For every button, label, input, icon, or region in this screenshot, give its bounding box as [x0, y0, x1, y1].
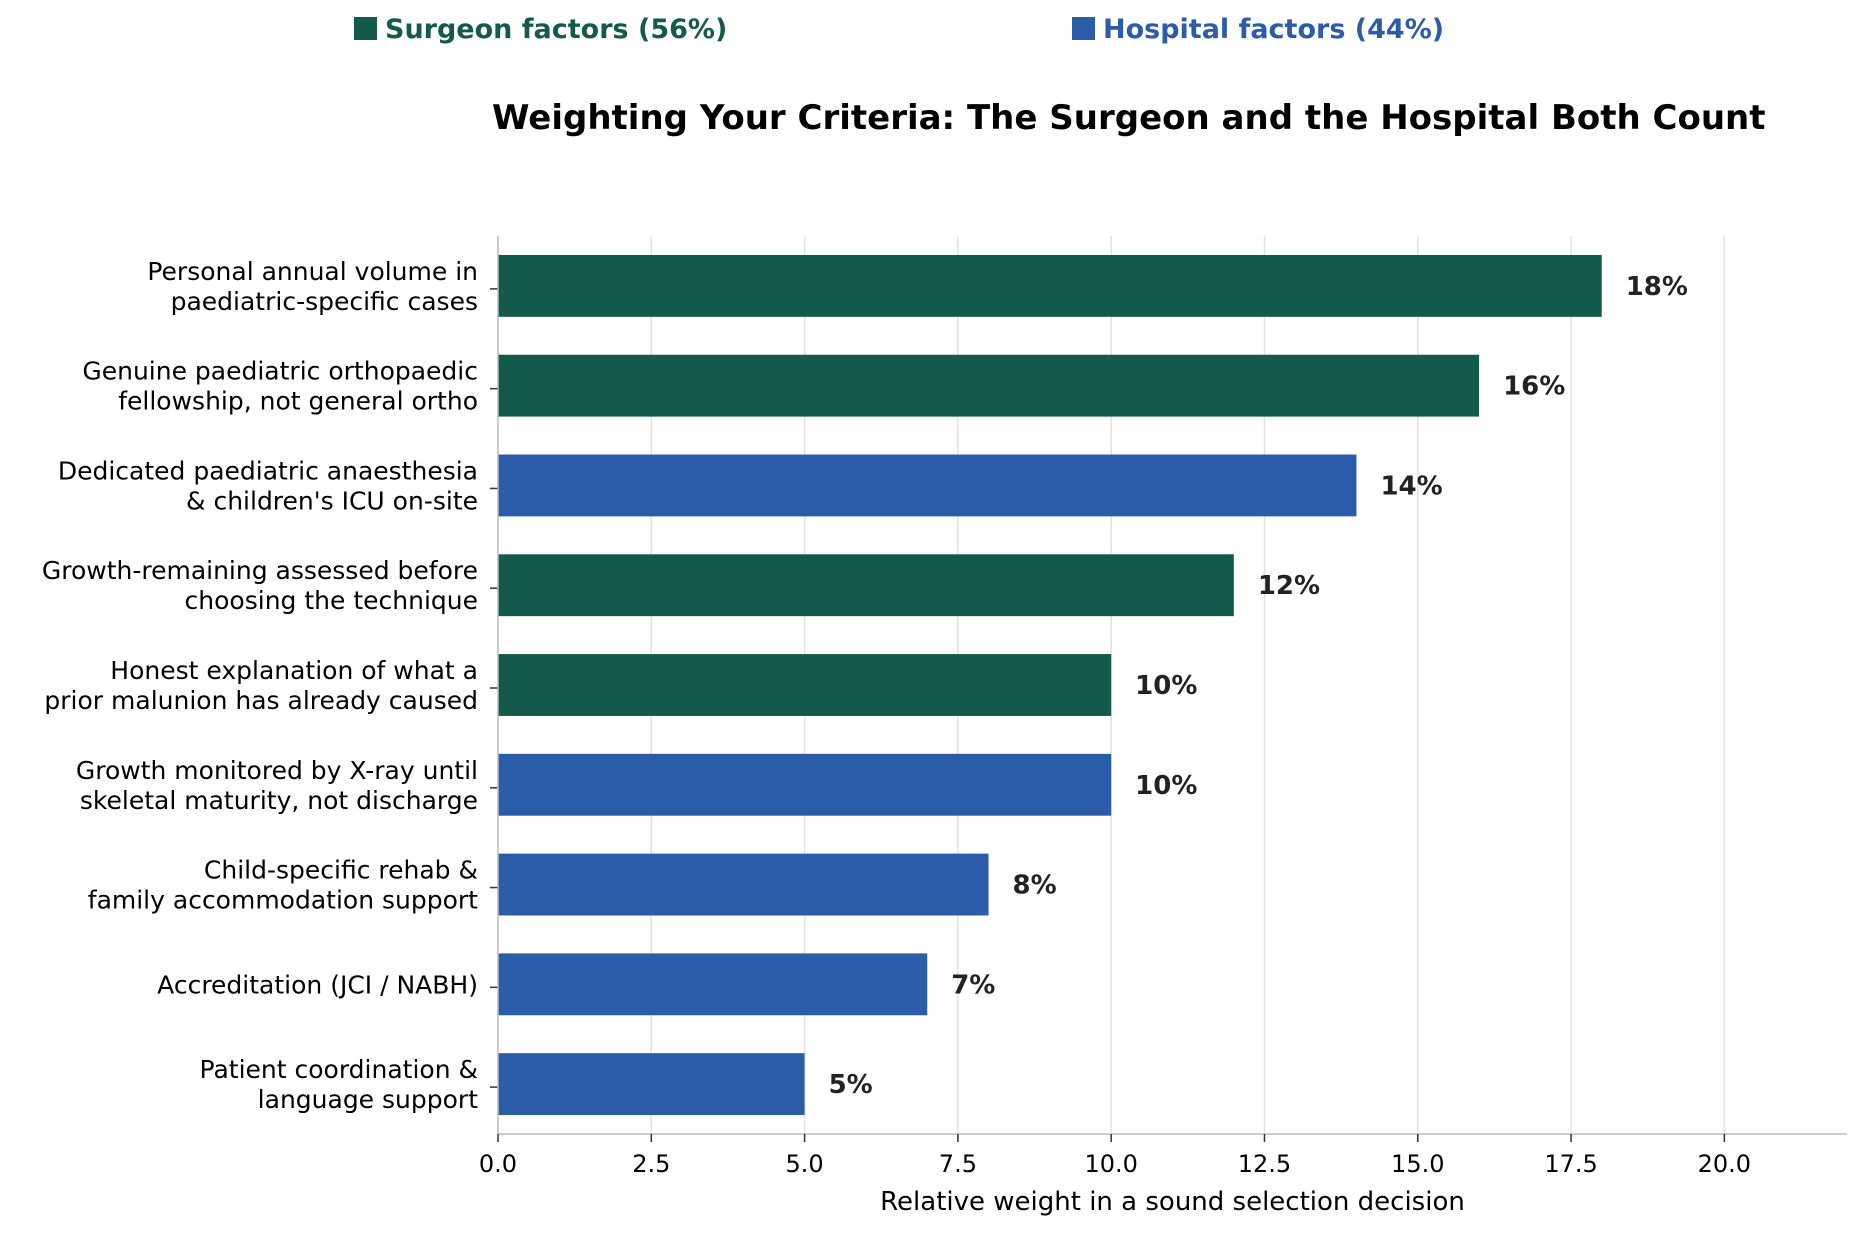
- category-label: choosing the technique: [185, 586, 478, 615]
- legend-swatch-surgeon: [354, 17, 377, 40]
- legend-hospital: Hospital factors (44%): [1072, 14, 1444, 45]
- bar-hospital: [498, 853, 989, 916]
- bar-value-label: 5%: [829, 1070, 873, 1100]
- category-label: Accreditation (JCI / NABH): [157, 970, 478, 999]
- x-tick-label: 10.0: [1084, 1150, 1137, 1178]
- category-label: family accommodation support: [88, 886, 478, 915]
- category-label: Dedicated paediatric anaesthesia: [58, 456, 478, 485]
- category-label: Child-specific rehab &: [204, 856, 478, 885]
- x-tick-label: 12.5: [1238, 1150, 1291, 1178]
- x-tick-label: 7.5: [939, 1150, 977, 1178]
- category-label: Growth monitored by X-ray until: [76, 756, 478, 785]
- category-label: Honest explanation of what a: [110, 656, 478, 685]
- bar-value-label: 16%: [1503, 372, 1565, 402]
- category-label: language support: [258, 1085, 479, 1114]
- bar-surgeon: [498, 254, 1602, 317]
- x-tick-label: 17.5: [1544, 1150, 1597, 1178]
- x-axis-title: Relative weight in a sound selection dec…: [880, 1187, 1465, 1217]
- category-label: Personal annual volume in: [147, 257, 478, 286]
- category-label: fellowship, not general ortho: [118, 387, 478, 416]
- legend-surgeon: Surgeon factors (56%): [354, 14, 727, 45]
- x-tick-label: 15.0: [1391, 1150, 1444, 1178]
- bar-hospital: [498, 953, 928, 1016]
- legend-label-surgeon: Surgeon factors (56%): [385, 14, 728, 45]
- bar-surgeon: [498, 354, 1480, 417]
- legend-label-hospital: Hospital factors (44%): [1103, 14, 1445, 45]
- category-label: skeletal maturity, not discharge: [80, 786, 478, 815]
- category-label: & children's ICU on-site: [186, 486, 478, 515]
- bar-value-label: 12%: [1258, 571, 1320, 601]
- bar-value-label: 7%: [951, 970, 995, 1000]
- category-label: paediatric-specific cases: [171, 287, 478, 316]
- category-label: Patient coordination &: [200, 1055, 478, 1084]
- bar-value-label: 10%: [1135, 771, 1197, 801]
- bar-hospital: [498, 1053, 805, 1116]
- category-label: Growth-remaining assessed before: [42, 556, 478, 585]
- x-tick-label: 20.0: [1698, 1150, 1751, 1178]
- bar-value-label: 8%: [1013, 871, 1057, 901]
- bar-hospital: [498, 454, 1357, 517]
- bar-surgeon: [498, 554, 1234, 617]
- category-label: prior malunion has already caused: [44, 686, 478, 715]
- x-tick-label: 5.0: [786, 1150, 824, 1178]
- x-tick-label: 0.0: [479, 1150, 517, 1178]
- bar-value-label: 10%: [1135, 671, 1197, 701]
- category-label: Genuine paediatric orthopaedic: [82, 357, 478, 386]
- chart-title: Weighting Your Criteria: The Surgeon and…: [492, 98, 1766, 138]
- bar-value-label: 18%: [1626, 272, 1688, 302]
- x-tick-label: 2.5: [632, 1150, 670, 1178]
- bar-hospital: [498, 753, 1112, 816]
- bar-value-label: 14%: [1380, 471, 1442, 501]
- bar-surgeon: [498, 654, 1112, 716]
- legend-swatch-hospital: [1072, 17, 1095, 40]
